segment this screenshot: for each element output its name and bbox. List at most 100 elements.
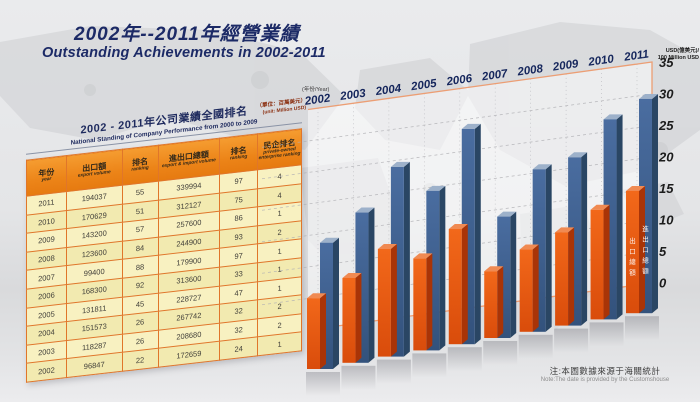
year-label-2003: 2003 (339, 87, 368, 103)
bar-group-2007 (483, 211, 518, 365)
bar-total-2002-top (320, 237, 339, 243)
bar-group-2011 (624, 93, 659, 341)
bar-total-2005-side (439, 185, 446, 351)
source-note-zh: 注:本圖數據來源于海關統計 (549, 366, 661, 377)
bar-total-2004-side (403, 161, 410, 357)
bar-export-2007-front (484, 271, 498, 338)
bar-group-2004 (376, 161, 411, 384)
bar-reflection (447, 347, 482, 372)
bar-export-2009-front (555, 232, 569, 326)
bar-reflection (554, 328, 589, 353)
bar-total-2010-side (616, 114, 623, 320)
bar-total-2002-side (333, 237, 339, 369)
bar-export-2003-side (355, 272, 362, 363)
bar-export-2011-side (638, 185, 645, 314)
year-label-2004: 2004 (374, 83, 403, 99)
bar-group-2005 (412, 185, 447, 378)
y-tick-label-35: 35 (659, 55, 674, 70)
bar-export-2005-top (413, 253, 433, 259)
bar-export-2003-top (342, 272, 362, 278)
y-axis-title-line2: 100 Million USD (658, 55, 699, 61)
bar-group-2008 (518, 164, 553, 359)
bar-total-2009-top (568, 152, 588, 158)
y-tick-label-0: 0 (659, 276, 667, 291)
bar-group-2006 (447, 123, 482, 372)
bar-export-2005-side (426, 253, 433, 351)
bar-export-2009-side (568, 227, 575, 326)
page-title-zh: 2002年--2011年經營業績 (74, 24, 300, 45)
page-title: 2002年--2011年經營業績 Outstanding Achievement… (42, 24, 326, 62)
bar-export-2011-top (625, 185, 645, 191)
bar-reflection (624, 316, 659, 341)
source-note: 注:本圖數據來源于海關統計 Note:The date is provided … (520, 366, 690, 385)
year-label-2007: 2007 (480, 68, 509, 84)
year-label-2011: 2011 (623, 48, 650, 63)
bar-total-2003-side (368, 207, 375, 363)
year-label-2009: 2009 (551, 58, 580, 74)
bar-group-2003 (341, 207, 376, 390)
bar-export-2003-front (342, 277, 356, 363)
bar-export-2008-side (532, 244, 539, 332)
bar-total-2007-side (510, 211, 517, 338)
bar-reflection (518, 334, 553, 359)
bar-reflection (412, 353, 447, 378)
y-tick-label-15: 15 (659, 181, 674, 196)
bar-total-2005-top (426, 185, 446, 191)
y-tick-label-10: 10 (659, 213, 674, 228)
bar-export-2002-side (320, 293, 326, 369)
bar-export-2008-front (519, 249, 533, 332)
bar-legend-export: 出口總額 (629, 236, 636, 277)
bar-group-2009 (554, 152, 589, 353)
bar-total-2009-side (581, 152, 588, 326)
bar-reflection (306, 372, 340, 396)
y-tick-label-20: 20 (658, 150, 674, 165)
bar-export-2010-side (603, 204, 610, 320)
bar-total-2003-top (355, 207, 375, 213)
bar-total-2011-side (651, 93, 658, 314)
y-tick-label-25: 25 (658, 118, 674, 133)
bar-export-2011-front (625, 190, 639, 314)
bar-group-2010 (589, 114, 624, 347)
bar-export-2004-front (377, 249, 391, 357)
y-tick-label-5: 5 (659, 244, 667, 259)
year-label-2006: 2006 (445, 73, 474, 89)
y-tick-label-30: 30 (659, 87, 674, 102)
bar-export-2006-front (448, 229, 462, 345)
bar-group-2002 (306, 237, 340, 396)
source-note-en: Note:The date is provided by the Customs… (540, 377, 670, 384)
bar-total-2006-top (461, 123, 481, 129)
bar-reflection (341, 365, 376, 390)
bar-export-2005-front (413, 258, 427, 351)
bar-reflection (376, 359, 411, 384)
bar-total-2010-top (603, 114, 623, 120)
bar-export-2006-side (461, 224, 468, 345)
bar-export-2009-top (555, 227, 575, 233)
bar-export-2004-side (390, 244, 397, 357)
bar-legend-total: 進出口總額 (642, 224, 649, 275)
year-label-2002: 2002 (303, 92, 332, 108)
bar-total-2004-top (390, 161, 410, 167)
bar-export-2002-front (307, 298, 320, 369)
year-label-2010: 2010 (587, 53, 616, 69)
bar-export-2010-top (590, 204, 610, 210)
bar-export-2007-side (497, 266, 504, 338)
bar-export-2010-front (590, 209, 604, 320)
bar-export-2004-top (377, 244, 397, 250)
x-axis-title: (年份/Year) (302, 85, 329, 93)
bar-export-2006-top (448, 224, 468, 230)
bar-reflection (483, 341, 518, 365)
bar-total-2008-top (532, 164, 552, 170)
bar-total-2007-top (497, 211, 517, 217)
bar-total-2011-top (638, 93, 658, 99)
bar-export-2007-top (484, 266, 504, 272)
year-label-2005: 2005 (409, 78, 438, 94)
page-title-en: Outstanding Achievements in 2002-2011 (42, 45, 326, 62)
bar-reflection (589, 322, 624, 347)
bar-total-2008-side (545, 164, 552, 332)
year-label-2008: 2008 (516, 63, 545, 79)
bar-export-2008-top (519, 244, 539, 250)
bar-export-2002-top (307, 293, 326, 299)
y-axis-title-line1: USD(億美元)/ (666, 46, 700, 54)
